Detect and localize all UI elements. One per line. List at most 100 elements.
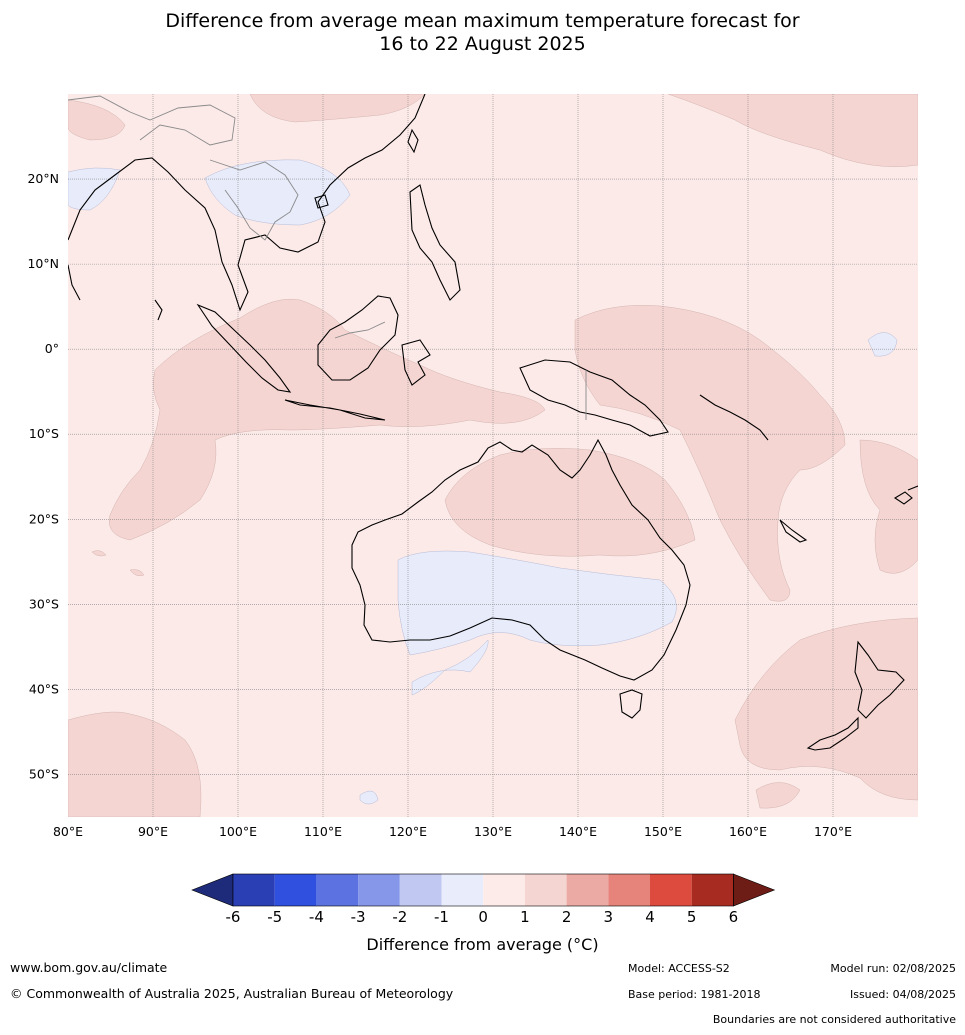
coast-sulawesi bbox=[401, 339, 431, 386]
chart-title: Difference from average mean maximum tem… bbox=[0, 10, 965, 56]
longitude-label: 90°E bbox=[138, 824, 168, 839]
colorbar-swatch bbox=[608, 874, 650, 906]
coast-new-zealand-south bbox=[806, 716, 859, 751]
anomaly-contours bbox=[68, 94, 918, 817]
warm-region-coral-sea bbox=[859, 439, 918, 574]
longitude-label: 170°E bbox=[814, 824, 852, 839]
colorbar-swatch bbox=[399, 874, 442, 906]
colorbar-tick-label: 4 bbox=[645, 908, 655, 926]
coast-sri-lanka bbox=[154, 299, 163, 321]
coast-australia bbox=[351, 438, 691, 681]
warm-region-western-pacific bbox=[574, 305, 846, 602]
coast-taiwan bbox=[407, 128, 419, 154]
longitude-label: 110°E bbox=[304, 824, 342, 839]
longitude-label: 80°E bbox=[53, 824, 83, 839]
coast-india-east bbox=[68, 264, 81, 301]
latitude-labels: 20°N 10°N 0° 10°S 20°S 30°S 40°S 50°S bbox=[27, 171, 59, 781]
coast-sumatra bbox=[196, 303, 292, 393]
footer-url[interactable]: www.bom.gov.au/climate bbox=[10, 960, 168, 975]
warm-region-islet bbox=[91, 550, 145, 577]
colorbar-svg: -6 -5 -4 -3 -2 -1 0 1 2 3 4 5 6 bbox=[191, 873, 776, 926]
coast-fiji bbox=[893, 485, 918, 505]
colorbar-swatch bbox=[691, 874, 734, 906]
coastlines bbox=[68, 94, 918, 751]
cool-region-india-west bbox=[68, 167, 121, 211]
colorbar-swatch bbox=[233, 874, 275, 906]
colorbar-title: Difference from average (°C) bbox=[366, 935, 599, 954]
footer-issued: Issued: 04/08/2025 bbox=[849, 988, 956, 1001]
longitude-label: 160°E bbox=[729, 824, 767, 839]
latitude-label: 10°S bbox=[29, 426, 59, 441]
latitude-label: 40°S bbox=[29, 681, 59, 696]
longitude-label: 120°E bbox=[389, 824, 427, 839]
warm-region-south-small bbox=[755, 782, 801, 809]
coast-philippines bbox=[409, 184, 461, 301]
title-line-1: Difference from average mean maximum tem… bbox=[165, 10, 800, 32]
coast-hainan bbox=[314, 194, 329, 209]
colorbar-tick-label: -5 bbox=[267, 908, 282, 926]
colorbar-swatch bbox=[358, 874, 400, 906]
border-himalaya bbox=[68, 95, 236, 146]
border-indochina bbox=[209, 159, 299, 241]
coast-new-guinea bbox=[519, 359, 669, 437]
coast-mainland-asia bbox=[68, 94, 426, 312]
border-borneo bbox=[334, 321, 386, 339]
latitude-label: 20°S bbox=[29, 511, 59, 526]
warm-region-china-north bbox=[249, 94, 426, 123]
footer-base-period: Base period: 1981-2018 bbox=[628, 988, 761, 1001]
colorbar-tick-label: 6 bbox=[729, 908, 739, 926]
colorbar-tick-label: 0 bbox=[478, 908, 488, 926]
footer-model: Model: ACCESS-S2 bbox=[628, 962, 730, 975]
colorbar-extend-min bbox=[191, 873, 234, 907]
colorbar-tick-label: -6 bbox=[226, 908, 241, 926]
colorbar-swatch bbox=[316, 874, 359, 906]
cool-region-pacific-small bbox=[867, 332, 898, 357]
national-borders bbox=[68, 95, 587, 420]
footer-model-run: Model run: 02/08/2025 bbox=[830, 962, 956, 975]
cool-region-indochina bbox=[204, 159, 351, 226]
latitude-label: 0° bbox=[45, 341, 59, 356]
map-panel: 80°E 90°E 100°E 110°E 120°E 130°E 140°E 150°E 16… bbox=[0, 80, 965, 840]
colorbar-tick-label: 5 bbox=[687, 908, 697, 926]
colorbar-swatch bbox=[524, 874, 567, 906]
coast-borneo bbox=[317, 295, 399, 381]
warm-region-pacific-ne bbox=[667, 94, 918, 167]
colorbar-swatch bbox=[441, 874, 484, 906]
coast-java bbox=[284, 399, 386, 421]
coast-new-zealand-north bbox=[854, 640, 905, 719]
longitude-labels: 80°E 90°E 100°E 110°E 120°E 130°E 140°E 150°E 16… bbox=[53, 824, 852, 839]
warm-region-arabian bbox=[68, 99, 126, 141]
footer-disclaimer: Boundaries are not considered authoritat… bbox=[712, 1013, 956, 1026]
colorbar-outline bbox=[232, 873, 734, 907]
colorbar-tick-label: 3 bbox=[604, 908, 614, 926]
cool-region-southern-small bbox=[359, 790, 379, 805]
colorbar-swatch bbox=[274, 874, 317, 906]
graticule bbox=[68, 94, 918, 817]
longitude-label: 150°E bbox=[644, 824, 682, 839]
cool-region-south-australia-sea bbox=[411, 639, 489, 696]
coast-solomon-islands bbox=[699, 394, 769, 441]
latitude-label: 30°S bbox=[29, 596, 59, 611]
longitude-label: 130°E bbox=[474, 824, 512, 839]
coast-new-caledonia bbox=[779, 519, 808, 543]
colorbar-swatch bbox=[566, 874, 609, 906]
colorbar-swatch bbox=[483, 874, 525, 906]
colorbar-tick-label: -2 bbox=[392, 908, 407, 926]
warm-region-southern-ocean bbox=[68, 711, 202, 817]
colorbar-tick-label: -3 bbox=[351, 908, 366, 926]
latitude-label: 20°N bbox=[27, 171, 59, 186]
colorbar: -6 -5 -4 -3 -2 -1 0 1 2 3 4 5 6 bbox=[180, 866, 790, 956]
warm-region-north-australia bbox=[444, 448, 696, 557]
coast-tasmania bbox=[619, 689, 643, 719]
latitude-label: 50°S bbox=[29, 766, 59, 781]
warm-region-indian-ocean bbox=[109, 298, 546, 541]
colorbar-tick-label: -4 bbox=[309, 908, 324, 926]
title-line-2: 16 to 22 August 2025 bbox=[379, 33, 586, 55]
colorbar-tick-label: 2 bbox=[562, 908, 572, 926]
colorbar-tick-label: 1 bbox=[520, 908, 530, 926]
latitude-label: 10°N bbox=[27, 256, 59, 271]
colorbar-tick-label: -1 bbox=[434, 908, 449, 926]
longitude-label: 100°E bbox=[219, 824, 257, 839]
longitude-label: 140°E bbox=[559, 824, 597, 839]
footer-copyright: © Commonwealth of Australia 2025, Austra… bbox=[10, 986, 454, 1001]
